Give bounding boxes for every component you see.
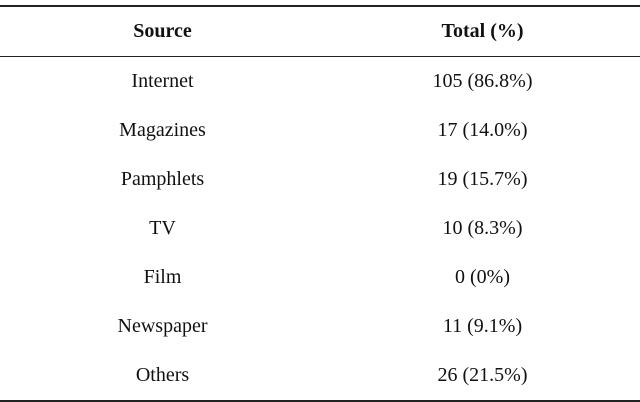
cell-total: 26 (21.5%) (325, 351, 640, 402)
table-row: Internet 105 (86.8%) (0, 57, 640, 107)
source-table: Source Total (%) Internet 105 (86.8%) Ma… (0, 5, 640, 402)
table-body: Internet 105 (86.8%) Magazines 17 (14.0%… (0, 57, 640, 402)
cell-source: Internet (131, 70, 194, 92)
cell-total: 10 (8.3%) (442, 217, 523, 239)
table-row: Pamphlets 19 (15.7%) (0, 155, 640, 204)
header-row: Source Total (%) (0, 5, 640, 57)
cell-source: Pamphlets (120, 168, 205, 190)
cell-total: 0 (0%) (455, 266, 510, 288)
header-total: Total (%) (325, 5, 640, 57)
table-row: Newspaper 11 (9.1%) (0, 302, 640, 351)
table-row: Film 0 (0%) (0, 253, 640, 302)
cell-source: Film (143, 266, 182, 288)
table-row: Magazines 17 (14.0%) (0, 106, 640, 155)
cell-source: TV (149, 217, 176, 239)
header-source: Source (0, 5, 325, 57)
cell-total: 105 (86.8%) (432, 70, 533, 92)
cell-source: Magazines (119, 119, 206, 141)
cell-total: 11 (9.1%) (442, 315, 523, 337)
cell-total: 19 (15.7%) (437, 168, 528, 190)
table-header: Source Total (%) (0, 5, 640, 57)
cell-total: 17 (14.0%) (437, 119, 528, 141)
cell-source: Newspaper (117, 315, 208, 337)
cell-source: Others (0, 351, 325, 402)
table-row: TV 10 (8.3%) (0, 204, 640, 253)
table-row: Others 26 (21.5%) (0, 351, 640, 402)
